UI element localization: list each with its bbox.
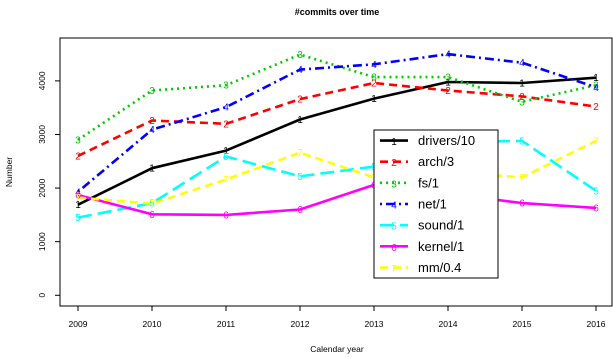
chart-title: #commits over time bbox=[295, 7, 380, 17]
data-point: 3 bbox=[445, 73, 451, 84]
data-point: 4 bbox=[445, 50, 451, 61]
data-point: 5 bbox=[75, 213, 81, 224]
data-point: 3 bbox=[371, 73, 377, 84]
legend-label: arch/3 bbox=[418, 154, 454, 169]
series-line-net-1 bbox=[77, 52, 597, 193]
x-axis: 2009 2010 2011 2012 2013 2014 2015 2016 bbox=[69, 306, 606, 329]
data-point: 1 bbox=[75, 200, 81, 211]
y-axis-label: Number bbox=[4, 157, 14, 187]
series-line-drivers-10 bbox=[77, 76, 597, 206]
data-point: 6 bbox=[75, 191, 81, 202]
x-tick-label: 2013 bbox=[365, 319, 384, 329]
legend-marker: 6 bbox=[391, 243, 397, 254]
data-point: 3 bbox=[149, 86, 155, 97]
legend-marker: 7 bbox=[391, 264, 397, 275]
data-point: 5 bbox=[593, 186, 599, 197]
data-point: 2 bbox=[75, 151, 81, 162]
x-tick-label: 2011 bbox=[217, 319, 236, 329]
data-point: 6 bbox=[149, 210, 155, 221]
legend-label: kernel/1 bbox=[418, 239, 464, 254]
legend-label: sound/1 bbox=[418, 218, 464, 233]
x-tick-label: 2012 bbox=[291, 319, 310, 329]
series-line-mm-0-4 bbox=[77, 139, 597, 205]
data-point: 2 bbox=[223, 119, 229, 130]
legend-label: mm/0.4 bbox=[418, 260, 461, 275]
data-point: 5 bbox=[223, 152, 229, 163]
data-point: 2 bbox=[445, 86, 451, 97]
data-point: 7 bbox=[519, 173, 525, 184]
data-point: 1 bbox=[371, 94, 377, 105]
legend-marker: 4 bbox=[391, 201, 397, 212]
legend-label: fs/1 bbox=[418, 175, 439, 190]
data-point: 2 bbox=[371, 79, 377, 90]
data-point: 4 bbox=[371, 60, 377, 71]
x-tick-label: 2014 bbox=[439, 319, 458, 329]
data-point: 4 bbox=[519, 58, 525, 69]
plot-frame bbox=[59, 37, 613, 307]
legend-marker: 2 bbox=[391, 158, 397, 169]
data-point: 3 bbox=[593, 81, 599, 92]
y-tick-label: 3000 bbox=[37, 125, 47, 144]
data-point: 3 bbox=[297, 50, 303, 61]
y-tick-label: 1000 bbox=[37, 232, 47, 251]
x-axis-label: Calendar year bbox=[310, 344, 364, 354]
data-point: 2 bbox=[149, 116, 155, 127]
data-point: 4 bbox=[149, 125, 155, 136]
data-point: 4 bbox=[593, 83, 599, 94]
data-point: 2 bbox=[593, 102, 599, 113]
x-tick-label: 2016 bbox=[587, 319, 606, 329]
series-line-arch-3 bbox=[77, 81, 597, 158]
data-point: 2 bbox=[297, 95, 303, 106]
series-lines bbox=[77, 52, 597, 219]
data-point: 1 bbox=[519, 79, 525, 90]
legend-marker: 3 bbox=[391, 179, 397, 190]
y-tick-label: 2000 bbox=[37, 178, 47, 197]
data-point: 4 bbox=[223, 103, 229, 114]
x-tick-label: 2015 bbox=[513, 319, 532, 329]
legend: 1 drivers/10 2 arch/3 3 fs/1 4 net/1 5 sound/1 6 ke… bbox=[373, 129, 499, 279]
y-tick-label: 4000 bbox=[37, 71, 47, 90]
data-point: 5 bbox=[149, 199, 155, 210]
data-point: 1 bbox=[149, 164, 155, 175]
data-point: 1 bbox=[297, 115, 303, 126]
x-tick-label: 2009 bbox=[69, 319, 88, 329]
data-point: 5 bbox=[519, 136, 525, 147]
y-axis: 0 1000 2000 3000 4000 bbox=[37, 71, 60, 298]
data-point: 6 bbox=[519, 199, 525, 210]
data-point: 1 bbox=[593, 73, 599, 84]
data-point: 7 bbox=[593, 136, 599, 147]
x-tick-label: 2010 bbox=[143, 319, 162, 329]
data-point: 3 bbox=[75, 135, 81, 146]
data-point: 6 bbox=[223, 210, 229, 221]
legend-marker: 1 bbox=[391, 137, 397, 148]
data-point: 5 bbox=[297, 172, 303, 183]
data-point: 1 bbox=[223, 146, 229, 157]
legend-label: drivers/10 bbox=[418, 133, 475, 148]
data-point: 7 bbox=[297, 148, 303, 159]
data-point: 6 bbox=[593, 203, 599, 214]
y-tick-label: 0 bbox=[37, 293, 47, 298]
data-point: 7 bbox=[149, 199, 155, 210]
data-point: 2 bbox=[519, 92, 525, 103]
data-point: 4 bbox=[297, 65, 303, 76]
series-line-sound-1 bbox=[77, 139, 597, 219]
data-point: 7 bbox=[223, 175, 229, 186]
data-point: 3 bbox=[519, 97, 525, 108]
series-line-kernel-1 bbox=[77, 183, 597, 217]
data-point: 4 bbox=[75, 187, 81, 198]
data-point: 6 bbox=[297, 205, 303, 216]
data-point: 1 bbox=[445, 77, 451, 88]
data-point: 7 bbox=[75, 193, 81, 204]
series-markers: 1111111122222222333333334444444455555555… bbox=[75, 50, 599, 224]
legend-marker: 5 bbox=[391, 222, 397, 233]
data-point: 3 bbox=[223, 81, 229, 92]
legend-label: net/1 bbox=[418, 197, 447, 212]
